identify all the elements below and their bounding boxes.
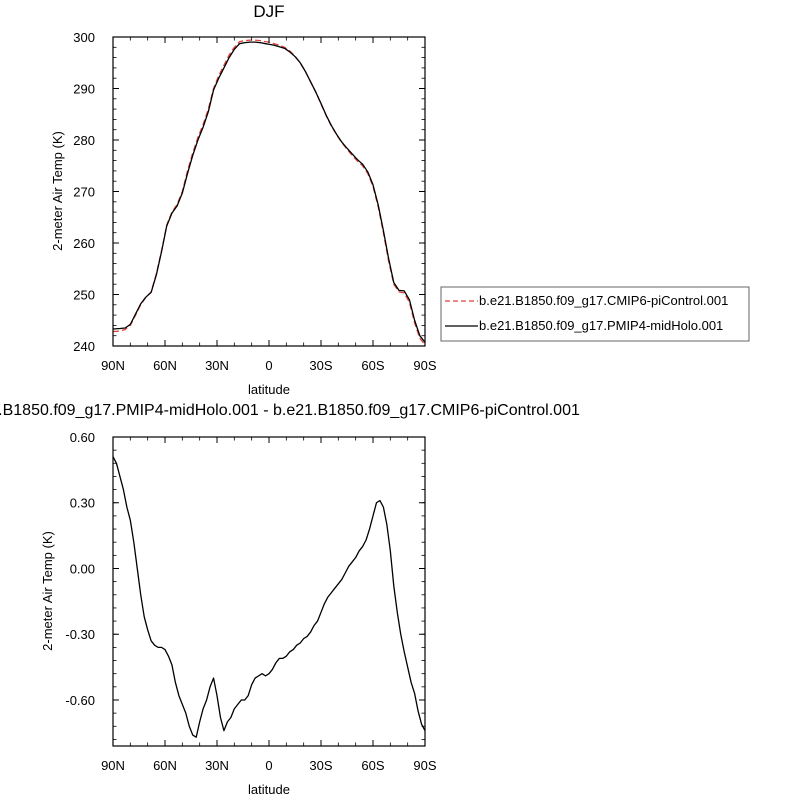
x-tick-label: 60S bbox=[361, 758, 384, 773]
panel-title: b.e21.B1850.f09_g17.PMIP4-midHolo.001 - … bbox=[0, 402, 580, 419]
legend-label-midholo: b.e21.B1850.f09_g17.PMIP4-midHolo.001 bbox=[479, 318, 723, 333]
x-axis-label: latitude bbox=[248, 382, 290, 397]
panel-difference: b.e21.B1850.f09_g17.PMIP4-midHolo.001 - … bbox=[0, 402, 580, 797]
x-tick-label: 90S bbox=[413, 758, 436, 773]
x-tick-label: 90N bbox=[101, 358, 125, 373]
y-tick-label: -0.30 bbox=[65, 627, 95, 642]
y-tick-label: 240 bbox=[73, 339, 95, 354]
x-tick-label: 30S bbox=[309, 358, 332, 373]
series-line-picontrol bbox=[112, 39, 426, 346]
series-group bbox=[112, 39, 426, 346]
y-tick-label: 270 bbox=[73, 185, 95, 200]
x-tick-label: 30S bbox=[309, 758, 332, 773]
x-tick-label: 30N bbox=[205, 758, 229, 773]
axis-ticks: 90N 60N 30N 0 30S 60S 90S 240 250 260 270 280 290 300 bbox=[73, 30, 437, 373]
y-tick-label: 290 bbox=[73, 82, 95, 97]
x-tick-label: 90S bbox=[413, 358, 436, 373]
y-tick-label: 0.30 bbox=[70, 496, 95, 511]
axis-ticks: 90N 60N 30N 0 30S 60S 90S 0.60 0.30 0.00 -0.30 -0.6… bbox=[65, 430, 437, 773]
panel-title: DJF bbox=[253, 2, 284, 21]
plot-frame bbox=[112, 436, 426, 747]
legend-box bbox=[440, 286, 750, 342]
x-tick-label: 60S bbox=[361, 358, 384, 373]
y-axis-label: 2-meter Air Temp (K) bbox=[50, 131, 65, 251]
x-tick-label: 90N bbox=[101, 758, 125, 773]
x-tick-label: 0 bbox=[265, 358, 272, 373]
y-tick-label: 0.00 bbox=[70, 561, 95, 576]
legend: b.e21.B1850.f09_g17.CMIP6-piControl.001 … bbox=[440, 286, 750, 342]
y-axis-label: 2-meter Air Temp (K) bbox=[40, 531, 55, 651]
x-tick-label: 60N bbox=[153, 358, 177, 373]
y-tick-label: 0.60 bbox=[70, 430, 95, 445]
y-tick-label: -0.60 bbox=[65, 693, 95, 708]
series-line-midholo bbox=[112, 41, 426, 343]
x-tick-label: 60N bbox=[153, 758, 177, 773]
legend-label-picontrol: b.e21.B1850.f09_g17.CMIP6-piControl.001 bbox=[479, 293, 728, 308]
y-tick-label: 280 bbox=[73, 133, 95, 148]
y-tick-label: 250 bbox=[73, 288, 95, 303]
panel-temperature-djf: DJF 90N 60N 30N 0 30S 60S 90S 240 250 260 270 280 29… bbox=[50, 2, 437, 397]
x-tick-label: 0 bbox=[265, 758, 272, 773]
y-tick-label: 300 bbox=[73, 30, 95, 45]
x-tick-label: 30N bbox=[205, 358, 229, 373]
series-line-difference bbox=[112, 456, 426, 738]
series-group bbox=[112, 456, 426, 738]
x-axis-label: latitude bbox=[248, 782, 290, 797]
y-tick-label: 260 bbox=[73, 236, 95, 251]
plot-frame bbox=[112, 36, 426, 347]
